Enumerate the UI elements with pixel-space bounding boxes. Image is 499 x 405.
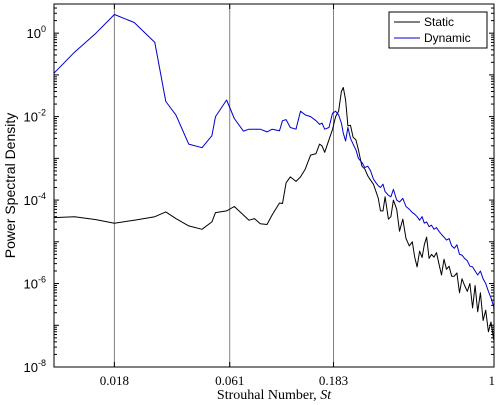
- x-tick-label: 1: [489, 373, 496, 388]
- x-axis-label-italic: St: [320, 388, 332, 403]
- x-tick-label: 0.018: [100, 373, 129, 388]
- plot-frame: [53, 3, 495, 368]
- y-tick-label: 10-6: [24, 275, 46, 292]
- y-axis-label: Power Spectral Density: [2, 113, 18, 259]
- legend-label-dynamic: Dynamic: [424, 31, 471, 45]
- y-tick-label: 10-2: [24, 108, 46, 125]
- series-layer: [53, 14, 495, 341]
- series-line-dynamic: [53, 14, 495, 313]
- y-axis-ticks: 10-8 10-6 10-4 10-2 100: [24, 3, 494, 375]
- y-tick-label: 10-4: [24, 191, 46, 208]
- plot-background: [54, 4, 494, 367]
- y-tick-label: 10-8: [24, 358, 46, 375]
- legend-label-static: Static: [424, 15, 454, 29]
- legend-box: [388, 11, 488, 49]
- x-axis-ticks: 0.018 0.061 0.183 1: [100, 4, 495, 388]
- reference-lines: [113, 4, 335, 367]
- y-tick-label: 100: [27, 24, 46, 41]
- x-axis-label: Strouhal Number, St: [217, 388, 332, 403]
- x-tick-label: 0.183: [319, 373, 348, 388]
- x-tick-label: 0.061: [215, 373, 244, 388]
- x-axis-label-text: Strouhal Number,: [217, 388, 320, 403]
- legend: Static Dynamic: [388, 11, 488, 49]
- series-line-static: [53, 87, 495, 341]
